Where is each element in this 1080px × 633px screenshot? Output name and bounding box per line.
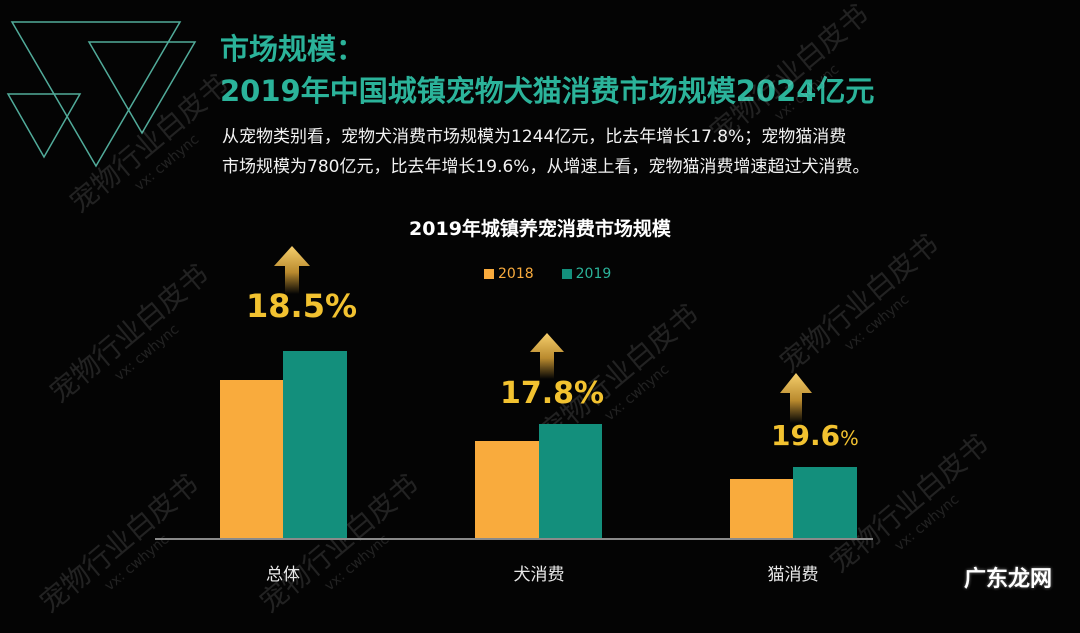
legend-label-2018: 2018 <box>498 266 534 282</box>
chart-title: 2019年城镇养宠消费市场规模 <box>409 218 671 240</box>
bar-total-2019 <box>283 351 347 538</box>
legend-label-2019: 2019 <box>575 266 612 282</box>
growth-label-total: 18.5% <box>246 287 358 325</box>
page-heading: 市场规模： <box>220 32 366 66</box>
category-label-total: 总体 <box>266 565 300 585</box>
description-text: 从宠物类别看，宠物犬消费市场规模为1244亿元，比去年增长17.8%；宠物猫消费… <box>222 122 1002 182</box>
up-arrow-icon <box>780 373 812 423</box>
legend-swatch-2019 <box>561 269 572 279</box>
up-arrow-icon <box>530 333 564 379</box>
bar-dog-2018 <box>475 441 539 538</box>
growth-label-cat: 19.6% <box>771 419 859 452</box>
x-axis-line <box>155 538 873 540</box>
category-label-dog: 犬消费 <box>513 565 565 585</box>
growth-label-dog: 17.8% <box>500 376 605 411</box>
brand-watermark: 广东龙网 <box>963 567 1052 592</box>
watermark: 宠物行业白皮书 vx: cwhync <box>43 257 215 410</box>
bar-dog-2019 <box>539 424 602 538</box>
page-subheading: 2019年中国城镇宠物犬猫消费市场规模2024亿元 <box>220 74 875 108</box>
bar-total-2018 <box>220 380 283 538</box>
watermark: 宠物行业白皮书 vx: cwhync <box>33 467 205 620</box>
description-line-2: 市场规模为780亿元，比去年增长19.6%，从增速上看，宠物猫消费增速超过犬消费… <box>222 157 870 177</box>
up-arrow-icon <box>274 246 310 294</box>
triangle-decoration-icon <box>6 21 197 168</box>
legend-item-2019: 2019 <box>561 266 612 282</box>
bar-cat-2019 <box>793 467 857 538</box>
bar-cat-2018 <box>730 479 793 538</box>
category-label-cat: 猫消费 <box>767 565 819 585</box>
description-line-1: 从宠物类别看，宠物犬消费市场规模为1244亿元，比去年增长17.8%；宠物猫消费 <box>222 127 847 147</box>
chart-legend: 2018 2019 <box>484 266 611 282</box>
watermark: 宠物行业白皮书 vx: cwhync <box>773 227 945 380</box>
legend-item-2018: 2018 <box>484 266 534 282</box>
legend-swatch-2018 <box>484 269 494 279</box>
